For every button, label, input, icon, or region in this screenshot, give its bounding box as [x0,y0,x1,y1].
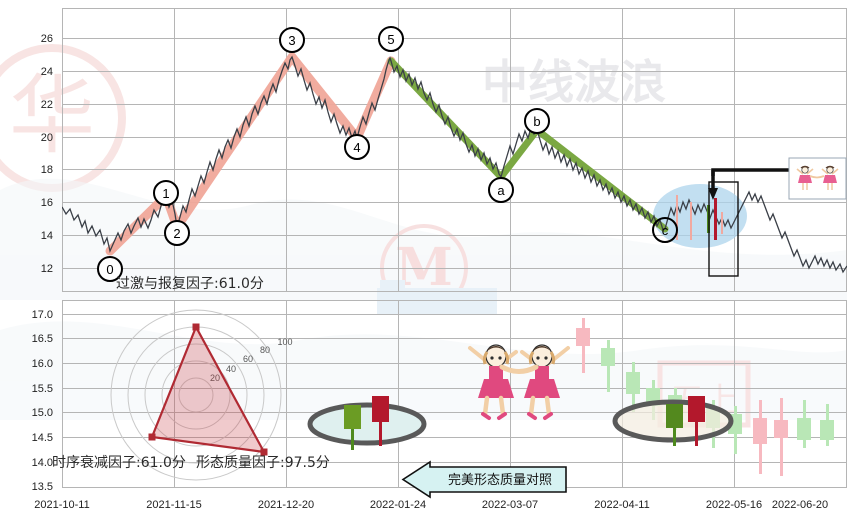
factor-annotation-top: 过激与报复因子:61.0分 [116,275,264,292]
candle-down-light [753,400,767,474]
wave-label-3[interactable]: 3 [279,27,305,53]
y-tick-14-5: 14.5 [32,432,53,444]
candle-up-left [344,405,361,450]
callout-shape[interactable] [401,460,567,499]
x-tick-0: 2021-10-11 [34,499,89,511]
factor-annotation-bottom-left: 时序衰减因子:61.0分 [52,454,186,471]
x-tick-4: 2022-03-07 [482,499,538,511]
y-tick-14: 14 [41,230,53,242]
y-tick-14-0: 14.0 [32,457,53,469]
wave-label-1[interactable]: 1 [153,180,179,206]
y-tick-16-5: 16.5 [32,333,53,345]
impulse-wave-overlay [105,52,396,256]
y-tick-16: 16 [41,197,53,209]
dancing-figures-icon [468,344,570,420]
candle-up-right [666,404,683,446]
svg-text:华: 华 [9,66,95,166]
wave-label-b[interactable]: b [524,108,550,134]
detail-rectangle[interactable] [708,181,739,277]
y-tick-24: 24 [41,66,53,78]
pattern-group-right [612,396,734,446]
thumbnail-frame[interactable] [788,157,847,200]
wave-label-5-text: 5 [387,32,394,47]
x-tick-6: 2022-05-16 [706,499,762,511]
y-tick-26: 26 [41,33,53,45]
wave-label-4[interactable]: 4 [344,134,370,160]
radar-tick-100: 100 [277,337,292,347]
wave-label-2[interactable]: 2 [164,220,190,246]
bottom-vertical-gridlines [62,300,847,488]
detail-callout-group[interactable] [708,168,790,277]
wave-label-1-text: 1 [162,186,169,201]
radar-data-polygon [150,324,267,454]
candle-down-left [372,396,389,446]
candle-down-light [774,398,788,476]
wave-label-a-text: a [497,183,505,198]
candle-up-light [820,404,834,446]
radar-tick-20: 20 [210,373,220,383]
y-tick-22: 22 [41,99,53,111]
wave-label-2-text: 2 [173,226,180,241]
dancer-thumbnail-box[interactable] [788,157,847,200]
factor-annotation-bottom-right: 形态质量因子:97.5分 [196,455,330,471]
y-tick-16-0: 16.0 [32,358,53,370]
radar-tick-40: 40 [226,364,236,374]
y-tick-12: 12 [41,263,53,275]
y-tick-15-5: 15.5 [32,383,53,395]
wave-label-5[interactable]: 5 [378,26,404,52]
bottom-y-axis-labels: 17.0 16.5 16.0 15.5 15.0 14.5 14.0 13.5 [32,309,53,493]
radar-tick-80: 80 [260,345,270,355]
wave-label-a[interactable]: a [488,177,514,203]
x-tick-1: 2021-11-15 [146,499,201,511]
wave-label-0[interactable]: 0 [97,256,123,282]
candle-down-right [688,396,705,446]
arrow-down-icon [708,188,718,200]
candle-up-light [797,400,811,448]
wave-label-4-text: 4 [353,140,360,155]
wave-label-b-text: b [533,114,540,129]
wave-label-c[interactable]: c [652,217,678,243]
candle-up-light [626,362,640,412]
x-tick-5: 2022-04-11 [594,499,649,511]
x-tick-7: 2022-06-20 [772,499,828,511]
wave-label-0-text: 0 [106,262,113,277]
top-y-axis-labels: 26 24 22 20 18 16 14 12 [41,33,53,275]
candle-up-light [728,406,742,454]
candle-down-light [576,318,590,373]
candle-up-light [601,340,615,392]
radar-tick-60: 60 [243,354,253,364]
pattern-group-left [307,396,427,450]
y-tick-17-0: 17.0 [32,309,53,321]
watermark-text: 中线波浪 [482,55,666,109]
x-axis-labels: 2021-10-11 2021-11-15 2021-12-20 2022-01… [34,499,828,511]
radar-data-points [148,323,268,456]
callout-box[interactable]: 完美形态质量对照 [401,460,567,499]
y-tick-20: 20 [41,132,53,144]
wave-label-3-text: 3 [288,33,295,48]
callout-label: 完美形态质量对照 [448,473,552,488]
correction-wave-overlay [387,57,669,233]
y-tick-18: 18 [41,164,53,176]
wave-labels: 0 1 2 3 4 5 a [97,26,678,282]
y-tick-13-5: 13.5 [32,481,53,493]
wave-label-c-text: c [662,223,669,238]
pattern-ellipse-left [307,402,427,446]
x-tick-3: 2022-01-24 [370,499,426,511]
radar-chart: 20 40 60 80 100 [110,309,293,481]
dancing-figures-icon [796,165,839,190]
y-tick-15-0: 15.0 [32,407,53,419]
x-tick-2: 2021-12-20 [258,499,314,511]
